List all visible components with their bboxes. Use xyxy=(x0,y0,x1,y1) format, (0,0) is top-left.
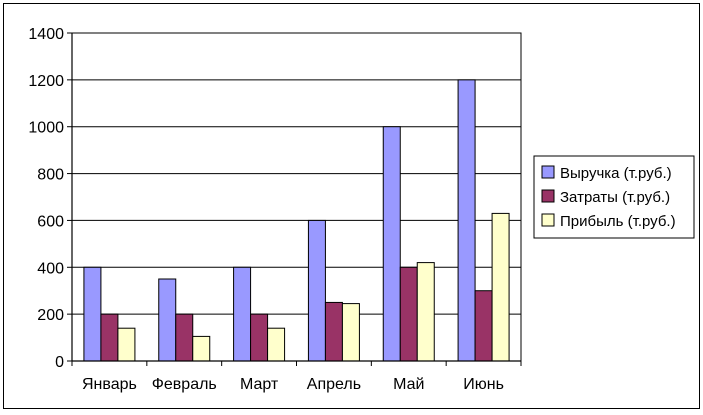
bar xyxy=(399,266,418,362)
x-tick-label: Апрель xyxy=(307,376,361,393)
bar xyxy=(382,126,401,362)
bar-chart: 0 200 400 600 800 1000 1200 1400 Январь Февраль М… xyxy=(28,26,695,393)
legend-label: Выручка (т.руб.) xyxy=(560,165,672,182)
bar xyxy=(324,301,343,362)
plot-area-border xyxy=(71,32,522,362)
bar xyxy=(341,303,360,362)
x-tick-label: Май xyxy=(393,376,424,393)
bar xyxy=(491,212,510,362)
grid-lines xyxy=(72,32,521,315)
y-tick-label: 200 xyxy=(37,307,64,324)
bar xyxy=(100,313,119,362)
bar xyxy=(175,313,194,362)
bar xyxy=(416,262,435,362)
bars xyxy=(83,79,510,362)
x-tick-label: Июнь xyxy=(463,376,504,393)
y-tick-label: 1000 xyxy=(28,120,64,137)
legend-swatch xyxy=(541,189,555,203)
y-tick-label: 800 xyxy=(37,167,64,184)
y-tick-label: 0 xyxy=(55,354,64,371)
chart-frame: 0 200 400 600 800 1000 1200 1400 Январь Февраль М… xyxy=(3,3,700,409)
x-tick-label: Март xyxy=(240,376,279,393)
legend: Выручка (т.руб.) Затраты (т.руб.) Прибыль … xyxy=(533,155,695,239)
legend-label: Прибыль (т.руб.) xyxy=(560,213,676,230)
bar xyxy=(250,313,269,362)
y-tick-label: 400 xyxy=(37,260,64,277)
legend-label: Затраты (т.руб.) xyxy=(560,189,670,206)
bar xyxy=(474,290,493,362)
y-tick-label: 600 xyxy=(37,213,64,230)
bar xyxy=(267,327,286,362)
y-tick-label: 1400 xyxy=(28,26,64,43)
legend-swatch xyxy=(541,213,555,227)
y-tick-labels: 0 200 400 600 800 1000 1200 1400 xyxy=(28,26,64,371)
axes xyxy=(67,32,522,366)
bar xyxy=(307,219,326,362)
y-tick-label: 1200 xyxy=(28,73,64,90)
bar xyxy=(192,335,211,362)
x-tick-label: Февраль xyxy=(152,376,217,393)
bar xyxy=(233,266,252,362)
bar xyxy=(117,327,136,362)
x-tick-labels: Январь Февраль Март Апрель Май Июнь xyxy=(82,376,504,393)
legend-box xyxy=(533,155,695,239)
legend-swatch xyxy=(541,165,555,179)
bar xyxy=(83,266,102,362)
bar xyxy=(158,278,177,362)
x-tick-label: Январь xyxy=(82,376,137,393)
bar xyxy=(457,79,476,362)
